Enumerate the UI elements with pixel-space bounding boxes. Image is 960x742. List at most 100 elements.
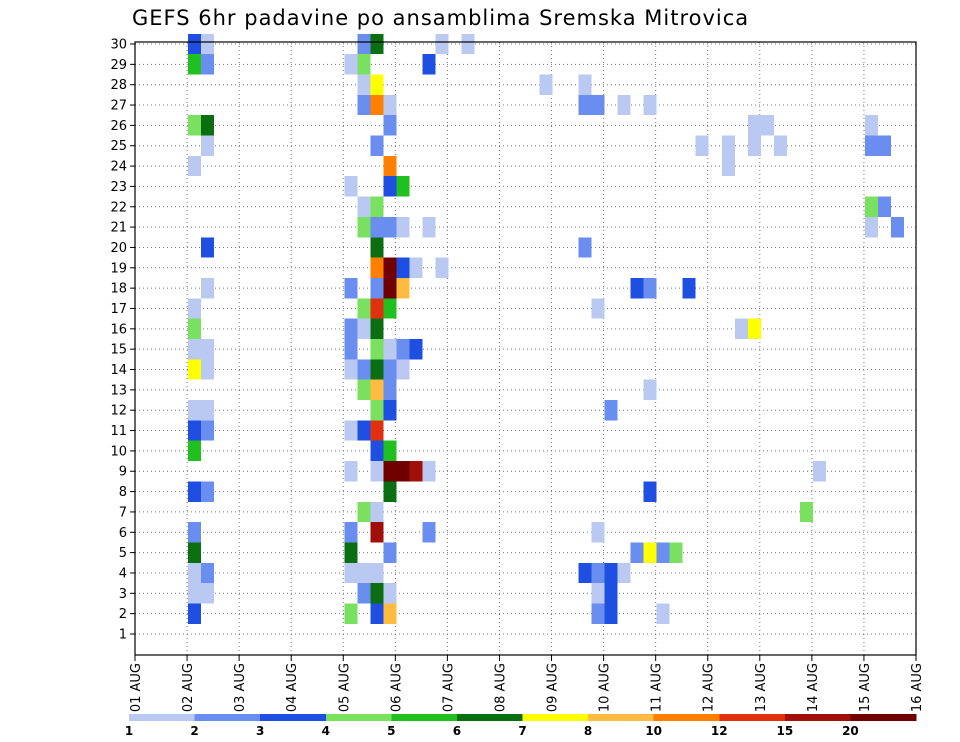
y-tick-label: 15 — [110, 343, 127, 358]
heatmap-cell — [643, 94, 657, 116]
heatmap-cell — [422, 522, 436, 543]
heatmap-cell — [201, 277, 215, 299]
heatmap-cell — [344, 562, 358, 584]
heatmap-cell — [396, 257, 410, 278]
heatmap-cell — [396, 277, 410, 299]
colorbar-label: 15 — [776, 724, 793, 738]
x-tick-label: 15 AUG — [858, 663, 873, 712]
x-tick-label: 01 AUG — [129, 663, 144, 712]
heatmap-cell — [383, 542, 397, 563]
heatmap-cell — [591, 522, 605, 543]
heatmap-cell — [201, 481, 215, 502]
colorbar-segment — [391, 714, 458, 721]
heatmap-cell — [747, 115, 761, 136]
heatmap-cell — [188, 420, 202, 441]
heatmap-cell — [370, 237, 384, 258]
heatmap-cell — [383, 379, 397, 401]
colorbar-label: 6 — [453, 724, 461, 738]
plot-frame — [134, 41, 917, 656]
x-tick-label: 14 AUG — [806, 663, 821, 712]
heatmap-cell — [604, 400, 618, 421]
x-tick-label: 06 AUG — [389, 663, 404, 712]
axis-ticks — [130, 43, 917, 661]
heatmap-cell — [409, 257, 423, 278]
heatmap-cell — [188, 542, 202, 563]
colorbar-label: 1 — [125, 724, 133, 738]
heatmap-cell — [370, 257, 384, 278]
heatmap-cell — [357, 420, 371, 441]
heatmap-cell — [539, 74, 553, 95]
heatmap-cell — [435, 257, 449, 278]
y-tick-label: 8 — [119, 485, 127, 500]
colorbar-segment — [129, 714, 196, 721]
heatmap-cell — [396, 216, 410, 238]
y-tick-label: 25 — [110, 139, 127, 154]
heatmap-cell — [201, 562, 215, 584]
heatmap-cell — [747, 318, 761, 339]
x-tick-label: 08 AUG — [493, 663, 508, 712]
heatmap-cell — [617, 562, 631, 584]
heatmap-cell — [344, 176, 358, 197]
heatmap-cell — [656, 542, 670, 563]
colorbar-label: 3 — [256, 724, 264, 738]
heatmap-cell — [188, 522, 202, 543]
heatmap-cell — [383, 440, 397, 462]
heatmap-cell — [383, 359, 397, 380]
heatmap-cell — [630, 277, 644, 299]
heatmap-cell — [383, 176, 397, 197]
heatmap-cell — [383, 277, 397, 299]
heatmap-cell — [383, 400, 397, 421]
heatmap-cell — [409, 461, 423, 482]
heatmap-cell — [370, 603, 384, 624]
y-tick-label: 12 — [110, 404, 127, 419]
colorbar-label: 8 — [584, 724, 592, 738]
heatmap-cell — [357, 379, 371, 401]
heatmap-cell — [383, 603, 397, 624]
y-tick-label: 21 — [110, 221, 127, 236]
x-tick-label: 05 AUG — [337, 663, 352, 712]
heatmap-cell — [864, 196, 878, 217]
heatmap-cell — [409, 339, 423, 360]
x-tick-label: 02 AUG — [181, 663, 196, 712]
y-tick-label: 1 — [119, 628, 127, 643]
heatmap-cell — [591, 298, 605, 319]
colorbar-segment — [194, 714, 261, 721]
heatmap-cell — [188, 440, 202, 462]
y-tick-label: 4 — [119, 566, 127, 581]
heatmap-cell — [370, 583, 384, 604]
heatmap-cell — [344, 522, 358, 543]
heatmap-cell — [370, 461, 384, 482]
heatmap-cell — [201, 33, 215, 55]
heatmap-cell — [396, 339, 410, 360]
heatmap-cell — [344, 603, 358, 624]
y-tick-label: 14 — [110, 363, 127, 378]
heatmap-cell — [357, 196, 371, 217]
heatmap-cell — [760, 115, 774, 136]
heatmap-cell — [370, 318, 384, 339]
heatmap-cell — [201, 339, 215, 360]
y-tick-label: 18 — [110, 282, 127, 297]
heatmap-cell — [591, 94, 605, 116]
y-tick-label: 13 — [110, 383, 127, 398]
x-tick-label: 03 AUG — [233, 663, 248, 712]
heatmap-cell — [370, 216, 384, 238]
heatmap-cell — [188, 33, 202, 55]
colorbar-label: 2 — [190, 724, 198, 738]
heatmap-cell — [461, 33, 475, 55]
heatmap-cell — [656, 603, 670, 624]
heatmap-cell — [422, 216, 436, 238]
y-tick-label: 9 — [119, 465, 127, 480]
heatmap-cell — [188, 359, 202, 380]
heatmap-cell — [370, 298, 384, 319]
heatmap-cell — [201, 135, 215, 156]
heatmap-cell — [344, 359, 358, 380]
heatmap-cell — [188, 54, 202, 75]
colorbar-segment — [325, 714, 392, 721]
x-tick-label: 13 AUG — [754, 663, 769, 712]
y-tick-label: 30 — [110, 38, 127, 53]
heatmap-cell — [370, 196, 384, 217]
x-tick-label: 09 AUG — [546, 663, 561, 712]
heatmap-cell — [370, 562, 384, 584]
x-tick-label: 11 AUG — [650, 663, 665, 712]
